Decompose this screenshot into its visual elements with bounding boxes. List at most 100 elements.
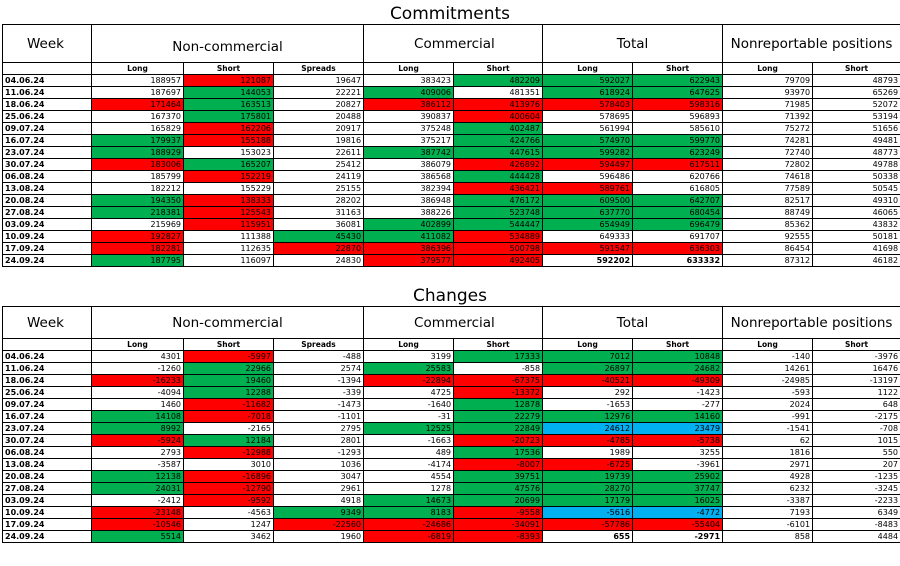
value-cell: 71985	[722, 98, 814, 111]
value-cell: 188957	[91, 74, 184, 87]
value-cell: 2024	[722, 398, 814, 411]
value-cell: -1293	[272, 446, 365, 459]
table-row: 30.07.24 -5924 12184 2801 -1663 -20723 -4785 -5…	[2, 434, 900, 447]
week-cell: 04.06.24	[2, 74, 92, 87]
value-cell: -23148	[91, 506, 184, 519]
value-cell: -3245	[812, 482, 900, 495]
value-cell: -9558	[453, 506, 544, 519]
value-cell: 620766	[632, 170, 724, 183]
value-cell: 31163	[272, 206, 365, 219]
value-cell: 75272	[722, 122, 814, 135]
commercial-header: Commercial	[363, 306, 544, 339]
value-cell: 409006	[363, 86, 455, 99]
value-cell: 20488	[272, 110, 365, 123]
total-header: Total	[542, 24, 724, 63]
value-cell: 589761	[542, 182, 634, 195]
table-row: 18.06.24 171464 163513 20827 386112 413976 578…	[2, 98, 900, 111]
value-cell: -8007	[453, 458, 544, 471]
value-cell: 411082	[363, 230, 455, 243]
value-cell: 36081	[272, 218, 365, 231]
table-row: 10.09.24 -23148 -4563 9349 8183 -9558 -5616 -47…	[2, 506, 900, 519]
value-cell: 2801	[272, 434, 365, 447]
value-cell: -5924	[91, 434, 184, 447]
value-cell: 74281	[722, 134, 814, 147]
nonreportable-header: Nonreportable positions	[722, 306, 900, 339]
value-cell: -488	[272, 350, 365, 363]
table-row: 04.06.24 4301 -5997 -488 3199 17333 7012 10848-…	[2, 350, 900, 363]
value-cell: 20917	[272, 122, 365, 135]
value-cell: 116097	[183, 254, 274, 267]
value-cell: 578403	[542, 98, 634, 111]
week-cell: 09.07.24	[2, 398, 92, 411]
value-cell: 22849	[453, 422, 544, 435]
value-cell: 481351	[453, 86, 544, 99]
value-cell: 144053	[183, 86, 274, 99]
value-cell: 5514	[91, 530, 184, 543]
table-row: 09.07.24 165829 162206 20917 375248 402487 561…	[2, 122, 900, 135]
value-cell: 19460	[183, 374, 274, 387]
value-cell: -277	[632, 398, 724, 411]
value-cell: 187697	[91, 86, 184, 99]
value-cell: 1816	[722, 446, 814, 459]
week-cell: 16.07.24	[2, 134, 92, 147]
week-cell: 30.07.24	[2, 158, 92, 171]
value-cell: -16896	[183, 470, 274, 483]
value-cell: 218381	[91, 206, 184, 219]
value-cell: 633332	[632, 254, 724, 267]
value-cell: 22221	[272, 86, 365, 99]
week-cell: 23.07.24	[2, 146, 92, 159]
subheader: Long	[722, 338, 814, 351]
value-cell: 3010	[183, 458, 274, 471]
value-cell: 53194	[812, 110, 900, 123]
value-cell: 121087	[183, 74, 274, 87]
subheader: Short	[183, 62, 274, 75]
value-cell: 20827	[272, 98, 365, 111]
table-row: 24.09.24 5514 3462 1960 -6819 -8393 655 -2971 85…	[2, 530, 900, 543]
value-cell: 17536	[453, 446, 544, 459]
value-cell: -16233	[91, 374, 184, 387]
table-row: 27.08.24 218381 125543 31163 388226 523748 637…	[2, 206, 900, 219]
value-cell: 4554	[363, 470, 455, 483]
table-row: 23.07.24 188929 153023 22611 387742 447615 599…	[2, 146, 900, 159]
table-row: 20.08.24 12138 -16896 3047 4554 39751 19739 259…	[2, 470, 900, 483]
value-cell: 500798	[453, 242, 544, 255]
value-cell: 383423	[363, 74, 455, 87]
value-cell: 12288	[183, 386, 274, 399]
value-cell: 12878	[453, 398, 544, 411]
table-row: 11.06.24 187697 144053 22221 409006 481351 618…	[2, 86, 900, 99]
table-row: 06.08.24 2793 -12988 -1293 489 17536 1989 3255 1…	[2, 446, 900, 459]
value-cell: 654949	[542, 218, 634, 231]
week-cell: 03.09.24	[2, 218, 92, 231]
value-cell: -67375	[453, 374, 544, 387]
value-cell: 22870	[272, 242, 365, 255]
value-cell: 62	[722, 434, 814, 447]
value-cell: -12790	[183, 482, 274, 495]
value-cell: 375248	[363, 122, 455, 135]
value-cell: -2412	[91, 494, 184, 507]
value-cell: 382394	[363, 182, 455, 195]
value-cell: 476172	[453, 194, 544, 207]
week-cell: 03.09.24	[2, 494, 92, 507]
value-cell: 3255	[632, 446, 724, 459]
value-cell: 179937	[91, 134, 184, 147]
value-cell: 49310	[812, 194, 900, 207]
table-row: 16.07.24 179937 155188 19816 375217 424766 574…	[2, 134, 900, 147]
subheader: Short	[453, 338, 544, 351]
value-cell: 86454	[722, 242, 814, 255]
value-cell: 115951	[183, 218, 274, 231]
value-cell: 623249	[632, 146, 724, 159]
value-cell: -1541	[722, 422, 814, 435]
value-cell: 79709	[722, 74, 814, 87]
value-cell: 19647	[272, 74, 365, 87]
subheader: Short	[453, 62, 544, 75]
value-cell: -2165	[183, 422, 274, 435]
value-cell: -2971	[632, 530, 724, 543]
value-cell: 596893	[632, 110, 724, 123]
value-cell: 183006	[91, 158, 184, 171]
changes-title: Changes	[413, 286, 487, 306]
value-cell: 14160	[632, 410, 724, 423]
week-subheader-blank	[2, 338, 92, 351]
value-cell: 4301	[91, 350, 184, 363]
week-cell: 17.09.24	[2, 242, 92, 255]
value-cell: 22279	[453, 410, 544, 423]
